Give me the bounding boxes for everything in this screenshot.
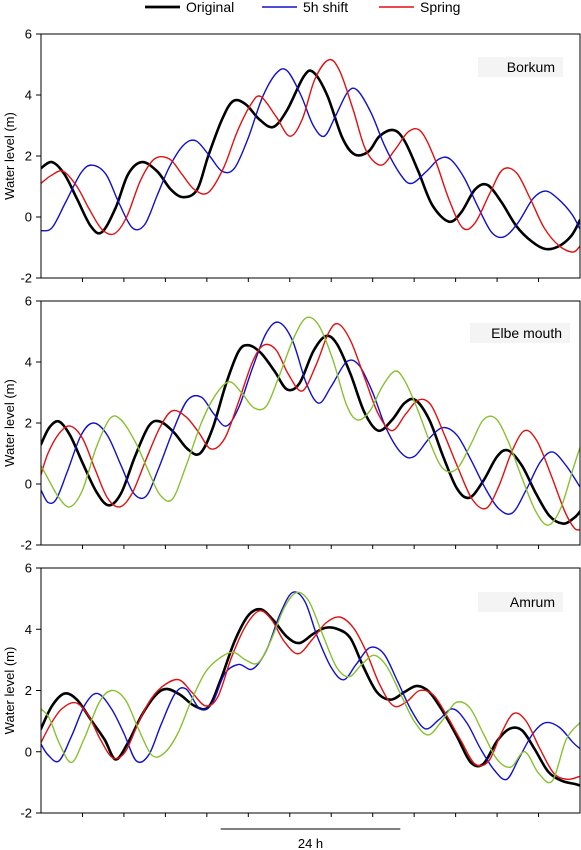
series-line-spring <box>41 58 580 253</box>
legend-label: Original <box>186 0 234 15</box>
station-label-box <box>470 323 570 343</box>
legend: Original 5h shift Spring <box>145 0 460 15</box>
station-label: Amrum <box>510 594 555 610</box>
legend-item-spring: Spring <box>379 0 460 15</box>
series-line-spring <box>41 322 580 531</box>
legend-item-original: Original <box>145 0 234 15</box>
series-line-original <box>41 334 580 525</box>
y-tick-label: -2 <box>20 806 32 821</box>
panel-elbe-mouth: -2 0 2 4 6 Water level (m) Elbe mouth <box>2 294 581 553</box>
series-line-5h-shift <box>41 68 580 239</box>
series-line-unlabeled-3 <box>41 591 580 784</box>
panels: -2 0 2 4 6 Water level (m) Borkum -2 0 2 4 6 Water l… <box>2 27 581 821</box>
panel-amrum: -2 0 2 4 6 Water level (m) Amrum <box>2 561 581 821</box>
series-group <box>41 58 580 253</box>
y-axis-title: Water level (m) <box>2 112 17 200</box>
series-line-5h-shift <box>41 321 580 515</box>
station-label: Borkum <box>507 59 555 75</box>
series-line-original <box>41 69 580 251</box>
y-tick-label: 2 <box>25 683 32 698</box>
y-tick-label: -2 <box>20 271 32 286</box>
y-tick-label: 4 <box>25 355 32 370</box>
y-tick-label: 6 <box>25 294 32 309</box>
y-tick-label: 6 <box>25 27 32 42</box>
y-tick-label: 4 <box>25 622 32 637</box>
y-tick-label: 0 <box>25 210 32 225</box>
series-group <box>41 316 580 531</box>
station-label-box <box>478 592 563 612</box>
legend-label: 5h shift <box>303 0 348 15</box>
y-tick-label: 0 <box>25 744 32 759</box>
y-tick-label: 6 <box>25 561 32 576</box>
station-label-box <box>478 57 563 77</box>
y-tick-label: 0 <box>25 477 32 492</box>
y-tick-label: 2 <box>25 416 32 431</box>
y-tick-label: -2 <box>20 538 32 553</box>
series-line-spring <box>41 610 580 781</box>
series-line-5h-shift <box>41 591 580 781</box>
panel-borkum: -2 0 2 4 6 Water level (m) Borkum <box>2 27 581 286</box>
series-line-original <box>41 607 580 787</box>
y-axis-title: Water level (m) <box>2 379 17 467</box>
legend-item-5h-shift: 5h shift <box>262 0 348 15</box>
y-axis-title: Water level (m) <box>2 647 17 735</box>
y-tick-label: 2 <box>25 149 32 164</box>
legend-label: Spring <box>420 0 460 15</box>
station-label: Elbe mouth <box>491 325 562 341</box>
series-group <box>41 591 580 787</box>
series-line-unlabeled-3 <box>41 316 580 526</box>
scale-bar-label: 24 h <box>298 836 323 850</box>
y-tick-label: 4 <box>25 88 32 103</box>
time-scale-bar: 24 h <box>220 828 401 850</box>
